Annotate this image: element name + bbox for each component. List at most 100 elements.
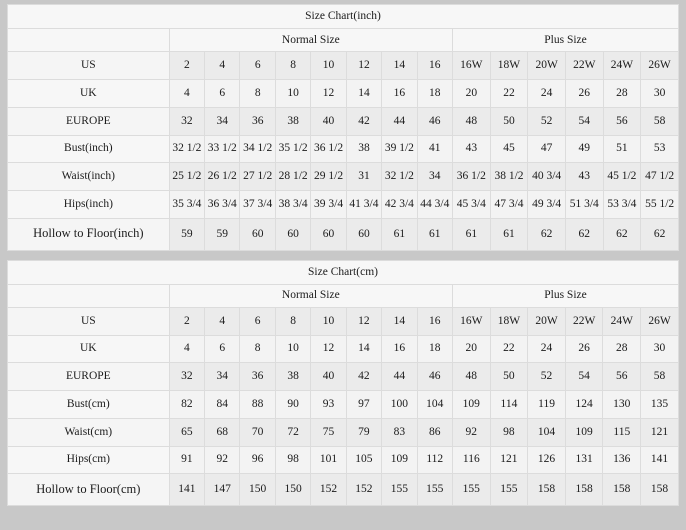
cell: 16 [381,334,418,363]
cell: 97 [345,390,383,419]
table-row: Hips(cm) 91 92 96 98 101 105 109 112 116… [7,445,679,474]
row-label-uk: UK [7,334,170,363]
cell: 18 [416,334,453,363]
cell: 10 [310,306,347,336]
table-row: US 2 4 6 8 10 12 14 16 16W 18W 20W 22W 2… [7,306,679,336]
table-row: Hollow to Floor(inch) 59 59 60 60 60 60 … [7,217,679,251]
row-label-hips: Hips(inch) [7,190,170,219]
cell: 55 1/2 [640,190,679,219]
cell: 58 [640,106,679,136]
cell: 6 [204,79,241,108]
cell: 20W [527,51,566,80]
cell: 14 [381,306,418,336]
cell: 34 1/2 [239,134,276,163]
cell: 109 [381,445,418,474]
group-header-spacer [7,28,170,52]
cell: 38 [345,134,383,163]
table-row: UK 4 6 8 10 12 14 16 18 20 22 24 26 28 3… [7,334,679,363]
cell: 75 [310,417,347,447]
cell: 70 [239,417,276,447]
cell: 98 [274,445,312,474]
cell: 62 [564,217,604,251]
cell: 56 [602,362,642,391]
cell: 96 [239,445,276,474]
cell: 26 [564,334,604,363]
cell: 16 [416,306,453,336]
row-label-hollow-to-floor: Hollow to Floor(cm) [7,473,170,506]
cell: 32 1/2 [381,162,418,191]
cell: 62 [527,217,566,251]
cell: 50 [489,106,529,136]
cell: 34 [416,162,454,191]
cell: 40 [310,106,347,136]
cell: 158 [602,473,642,506]
cell: 24W [602,51,642,80]
row-label-waist: Waist(cm) [7,417,170,447]
cell: 62 [602,217,642,251]
cell: 44 [381,106,418,136]
cell: 155 [416,473,453,506]
cell: 44 [381,362,418,391]
row-label-europe: EUROPE [7,362,170,391]
cell: 28 1/2 [274,162,312,191]
cell: 155 [381,473,418,506]
group-header-normal-size: Normal Size [168,283,453,308]
cell: 48 [451,362,491,391]
cell: 49 3/4 [527,190,566,219]
row-label-bust: Bust(cm) [7,390,170,419]
chart-group-header-row: Normal Size Plus Size [7,283,680,308]
group-header-plus-size: Plus Size [451,283,680,308]
cell: 98 [489,417,529,447]
cell: 147 [204,473,241,506]
cell: 59 [204,217,241,251]
cell: 20 [452,79,491,108]
size-chart-inch-block: Size Chart(inch) Normal Size Plus Size U… [7,4,679,251]
cell: 20W [527,306,566,336]
cell: 72 [274,417,312,447]
cell: 8 [239,334,276,363]
row-label-bust: Bust(inch) [7,134,170,163]
cell: 10 [310,51,347,80]
cell: 53 [640,134,679,163]
row-label-us: US [7,306,170,336]
cell: 114 [489,390,529,419]
cell: 61 [452,217,491,251]
row-label-uk: UK [7,79,170,108]
cell: 38 [274,106,312,136]
cell: 20 [451,334,491,363]
cell: 8 [274,51,312,80]
cell: 22W [564,51,604,80]
cell: 121 [640,417,679,447]
cell: 36 3/4 [204,190,241,219]
cell: 37 3/4 [239,190,276,219]
cell: 26W [640,306,679,336]
cell: 62 [640,217,679,251]
cell: 105 [345,445,383,474]
cell: 44 3/4 [416,190,454,219]
cell: 16 [381,79,418,108]
cell: 61 [416,217,454,251]
cell: 158 [527,473,566,506]
cell: 104 [527,417,566,447]
cell: 31 [345,162,383,191]
cell: 8 [274,306,312,336]
cell: 4 [168,334,206,363]
cell: 33 1/2 [204,134,241,163]
cell: 141 [168,473,206,506]
cell: 16W [452,51,491,80]
group-header-plus-size: Plus Size [452,28,679,52]
cell: 112 [416,445,453,474]
cell: 36 [239,106,276,136]
cell: 152 [345,473,383,506]
cell: 84 [204,390,241,419]
cell: 30 [640,334,679,363]
row-label-europe: EUROPE [7,106,170,136]
cell: 4 [204,306,241,336]
cell: 109 [564,417,604,447]
cell: 34 [204,362,241,391]
cell: 150 [239,473,276,506]
cell: 135 [640,390,679,419]
cell: 136 [602,445,642,474]
cell: 91 [168,445,206,474]
